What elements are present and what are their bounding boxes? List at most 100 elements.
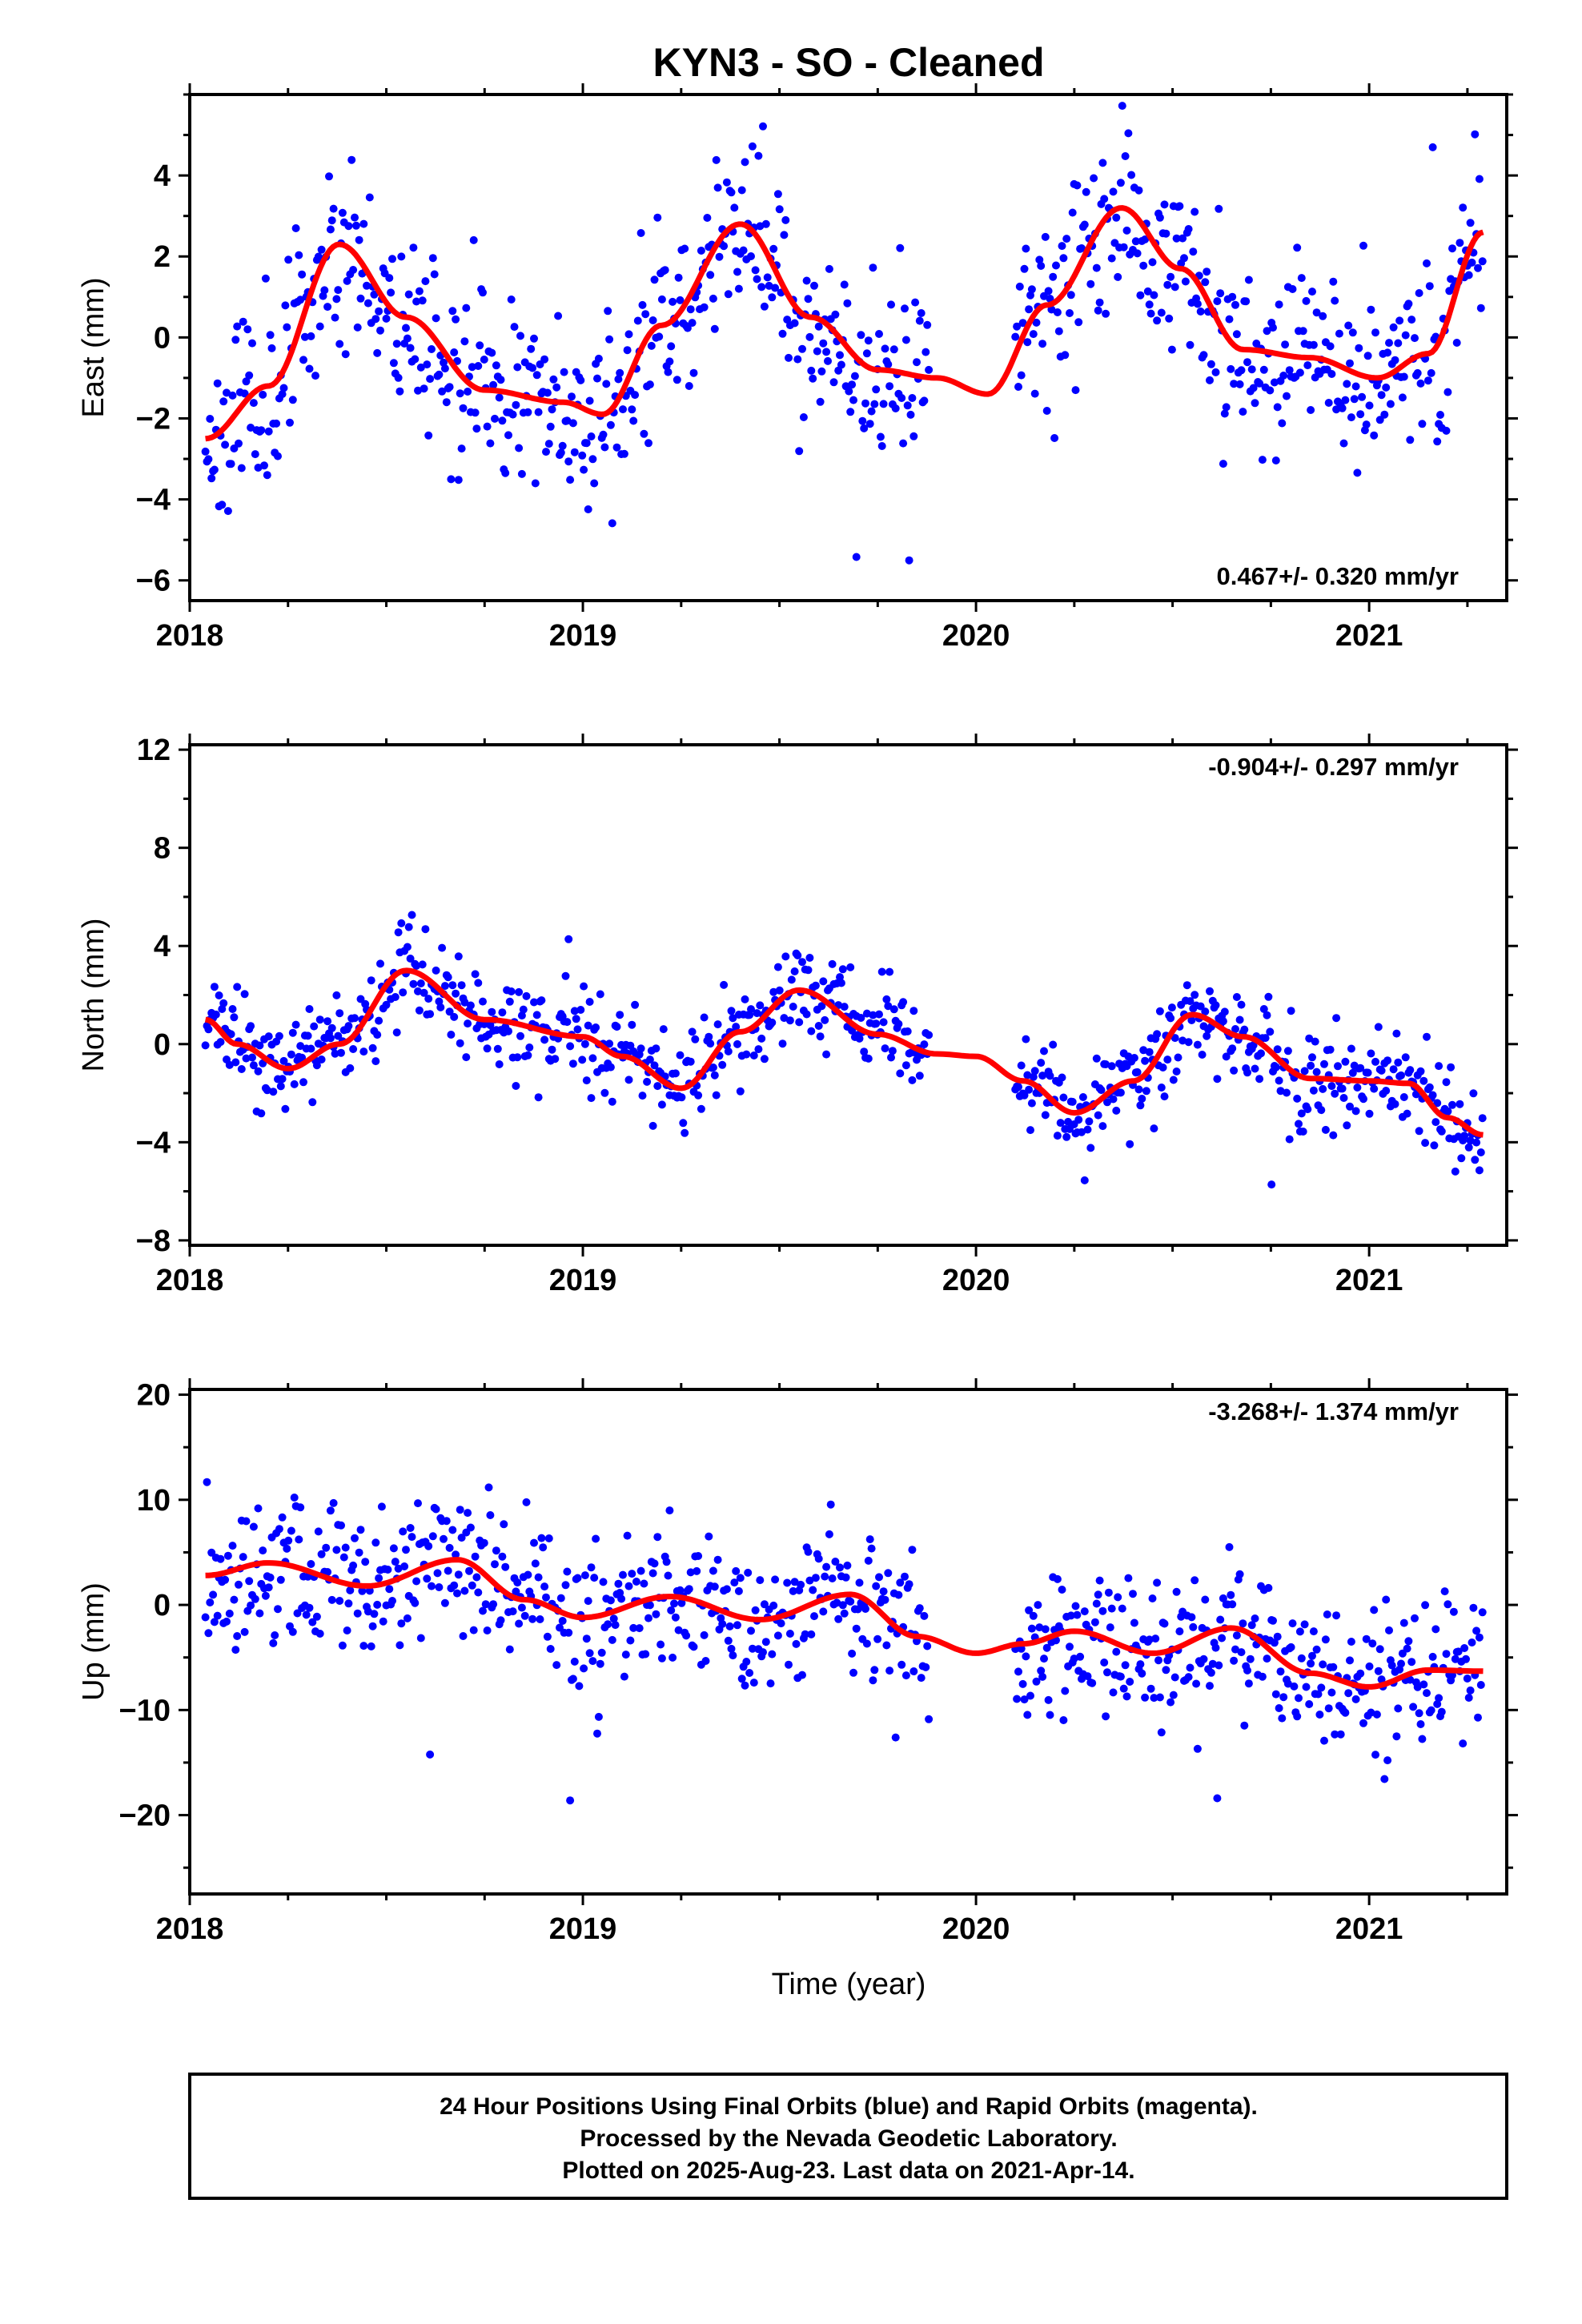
data-point bbox=[1014, 1667, 1022, 1676]
data-point bbox=[326, 1506, 335, 1515]
data-point bbox=[778, 1039, 787, 1048]
data-point bbox=[515, 444, 524, 452]
data-point bbox=[248, 1053, 256, 1062]
data-point bbox=[570, 1657, 579, 1666]
data-point bbox=[1059, 1093, 1068, 1102]
data-point bbox=[745, 1669, 754, 1677]
data-point bbox=[1203, 1031, 1211, 1040]
data-point bbox=[831, 310, 840, 319]
data-point bbox=[843, 1561, 852, 1570]
data-point bbox=[532, 1011, 541, 1019]
east-fit-line bbox=[205, 205, 1484, 442]
data-point bbox=[531, 1559, 540, 1568]
data-point bbox=[368, 1043, 377, 1052]
data-point bbox=[677, 1093, 686, 1102]
data-point bbox=[1275, 1704, 1283, 1712]
data-point bbox=[242, 1517, 251, 1526]
data-point bbox=[653, 1533, 662, 1542]
data-point bbox=[821, 1015, 829, 1024]
data-point bbox=[1127, 171, 1136, 179]
y-tick-label: 8 bbox=[154, 832, 171, 866]
data-point bbox=[1398, 393, 1407, 402]
data-point bbox=[909, 1667, 918, 1675]
data-point bbox=[903, 1027, 912, 1035]
data-point bbox=[1271, 1690, 1280, 1699]
data-point bbox=[901, 1061, 910, 1070]
data-point bbox=[466, 1523, 475, 1532]
data-point bbox=[1383, 1756, 1392, 1765]
data-point bbox=[300, 332, 309, 341]
data-point bbox=[849, 396, 857, 404]
data-point bbox=[260, 461, 268, 470]
data-point bbox=[1457, 1154, 1466, 1163]
data-point bbox=[349, 1561, 358, 1570]
data-point bbox=[920, 1040, 929, 1049]
data-point bbox=[1295, 1627, 1304, 1636]
data-point bbox=[1359, 1095, 1367, 1104]
data-point bbox=[288, 396, 297, 404]
y-tick-label: −2 bbox=[136, 402, 171, 436]
data-point bbox=[1295, 1120, 1303, 1128]
data-point bbox=[775, 205, 784, 214]
data-point bbox=[585, 998, 594, 1006]
data-point bbox=[1447, 1063, 1456, 1072]
data-point bbox=[474, 1588, 483, 1597]
data-point bbox=[751, 266, 760, 275]
data-point bbox=[495, 393, 504, 402]
data-point bbox=[597, 1648, 606, 1657]
data-point bbox=[1228, 292, 1237, 301]
data-point bbox=[358, 1586, 367, 1595]
data-point bbox=[266, 1573, 275, 1582]
data-point bbox=[239, 317, 247, 326]
data-point bbox=[705, 1032, 713, 1041]
data-point bbox=[889, 1005, 898, 1014]
data-point bbox=[1228, 1600, 1237, 1609]
data-point bbox=[712, 1091, 721, 1100]
data-point bbox=[454, 476, 463, 485]
data-point bbox=[457, 444, 466, 453]
data-point bbox=[269, 1088, 278, 1096]
data-point bbox=[648, 316, 657, 324]
data-point bbox=[609, 1614, 618, 1623]
data-point bbox=[353, 1609, 362, 1618]
data-point bbox=[1023, 1071, 1032, 1080]
data-point bbox=[604, 1620, 612, 1629]
x-tick-label: 2021 bbox=[1335, 619, 1403, 653]
data-point bbox=[1261, 1034, 1270, 1043]
data-point bbox=[582, 439, 591, 448]
data-point bbox=[641, 310, 650, 319]
data-point bbox=[479, 1606, 487, 1615]
data-point bbox=[753, 275, 761, 283]
data-point bbox=[1160, 1619, 1169, 1628]
data-point bbox=[312, 1612, 321, 1621]
data-point bbox=[483, 422, 492, 431]
data-point bbox=[1300, 1620, 1309, 1629]
data-point bbox=[1287, 1642, 1295, 1651]
data-point bbox=[368, 1622, 377, 1630]
data-point bbox=[359, 219, 368, 228]
data-point bbox=[710, 1071, 719, 1080]
data-point bbox=[480, 1538, 488, 1547]
data-point bbox=[1201, 278, 1210, 287]
data-point bbox=[1078, 1093, 1087, 1101]
data-point bbox=[725, 1622, 734, 1630]
data-point bbox=[925, 365, 934, 374]
data-point bbox=[1066, 1611, 1075, 1620]
data-point bbox=[517, 469, 526, 478]
data-point bbox=[1421, 1601, 1430, 1610]
data-point bbox=[1080, 220, 1089, 229]
data-point bbox=[307, 1044, 315, 1053]
data-point bbox=[923, 320, 932, 329]
data-point bbox=[809, 374, 817, 383]
data-point bbox=[351, 1014, 359, 1023]
data-point bbox=[834, 1614, 843, 1623]
data-point bbox=[488, 1007, 496, 1016]
data-point bbox=[624, 330, 633, 339]
data-point bbox=[551, 1055, 560, 1063]
data-point bbox=[283, 1544, 291, 1553]
data-point bbox=[1308, 1651, 1316, 1660]
data-point bbox=[1331, 1089, 1339, 1098]
data-point bbox=[320, 286, 329, 295]
data-point bbox=[1092, 1054, 1101, 1063]
data-point bbox=[809, 1586, 817, 1594]
